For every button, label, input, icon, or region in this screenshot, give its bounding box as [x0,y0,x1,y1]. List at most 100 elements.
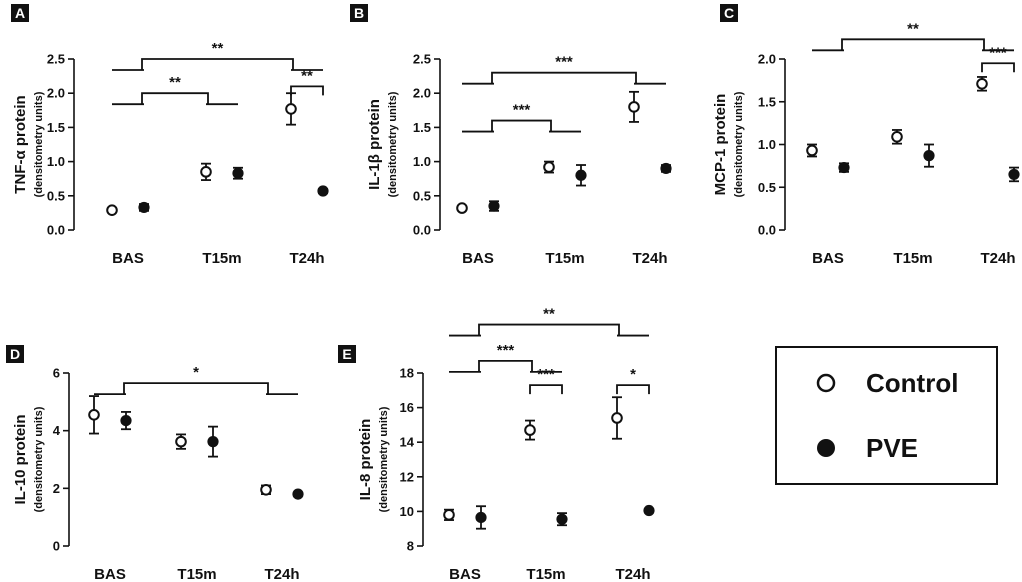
panel-label: B [354,5,364,21]
x-category-label: T15m [202,250,241,267]
pve-point [923,150,935,162]
x-category-label: T24h [289,250,324,267]
panel-label-box [350,4,368,22]
pve-point [120,414,132,427]
significance-label: ** [907,20,919,37]
sig-bracket [141,92,209,105]
significance-label: *** [537,366,555,383]
panel-c: C 0.0 0.5 1.0 1.5 2.0 MCP-1 protein (densitomet… [712,4,1020,267]
y-tick-label: 1.5 [413,120,431,135]
significance-label: * [630,366,636,383]
control-point [524,424,536,436]
y-tick-label: 2.0 [47,86,65,101]
pve-point [643,504,655,517]
sig-bracket [491,119,552,132]
y-tick-label: 16 [400,400,414,415]
panel-label-box [11,4,29,22]
control-point [88,409,100,421]
x-category-label: T24h [632,250,667,267]
legend-frame [775,346,998,485]
panel-label: C [724,5,734,21]
x-category-label: BAS [449,566,481,582]
y-tick-label: 12 [400,469,414,484]
pve-point [1008,168,1020,181]
significance-label: ** [212,40,224,57]
y-tick-label: 2.5 [47,52,65,67]
x-category-label: T15m [545,250,584,267]
y-tick-label: 1.0 [413,154,431,169]
sig-bracket [491,71,637,84]
significance-label: ** [301,67,313,84]
x-category-label: BAS [112,250,144,267]
sig-bracket [529,384,563,395]
y-axis-label: TNF-α protein [12,95,29,193]
significance-label: ** [169,74,181,91]
control-point [106,204,118,216]
significance-label: *** [989,44,1007,61]
control-point [806,144,818,157]
pve-point [292,488,304,500]
control-point [611,412,623,424]
y-axis-label: IL-10 protein [12,414,29,504]
sig-bracket [123,382,269,395]
sig-bracket [478,359,533,372]
control-point [200,166,212,178]
control-point [543,161,555,173]
y-axis-sublabel: (densitometry units) [33,406,45,512]
y-tick-label: 0.5 [758,180,776,195]
sig-bracket [141,58,294,70]
y-tick-label: 2.0 [413,86,431,101]
sig-bracket [616,384,650,395]
y-axis-label: IL-1β protein [366,99,383,190]
y-tick-label: 4 [53,423,61,438]
y-tick-label: 0.5 [413,188,431,203]
y-tick-label: 0.0 [413,223,431,238]
y-tick-label: 1.0 [47,154,65,169]
x-category-label: T24h [615,566,650,582]
y-tick-label: 2 [53,481,60,496]
panel-label: A [15,5,25,21]
y-tick-label: 14 [400,435,415,450]
y-tick-label: 6 [53,366,60,381]
panel-label: E [342,346,351,362]
significance-label: ** [543,306,555,323]
legend-pve-label: PVE [866,433,918,463]
x-category-label: T15m [893,250,932,267]
x-category-label: BAS [812,250,844,267]
pve-point [207,436,219,448]
y-axis-sublabel: (densitometry units) [387,91,399,197]
y-tick-label: 2.0 [758,52,776,67]
y-tick-label: 18 [400,366,414,381]
control-point [456,202,468,214]
pve-point [475,511,487,524]
panel-a: A 0.0 0.5 1.0 1.5 2.0 2.5 TNF-α protein (densito… [11,4,329,267]
y-tick-label: 2.5 [413,52,431,67]
y-tick-label: 10 [400,504,414,519]
panel-b: B 0.0 0.5 1.0 1.5 2.0 2.5 IL-1β protein (densito… [350,4,672,267]
y-tick-label: 8 [407,539,414,554]
pve-point [660,162,672,175]
panel-label-box [720,4,738,22]
y-tick-label: 1.5 [758,94,776,109]
y-tick-label: 0 [53,539,60,554]
sig-bracket [478,323,620,336]
control-point [285,103,297,115]
y-tick-label: 0.0 [758,223,776,238]
panel-label-box [6,345,24,363]
significance-label: *** [497,342,515,359]
y-axis-sublabel: (densitometry units) [378,406,390,512]
y-tick-label: 0.5 [47,188,65,203]
panel-label: D [10,346,20,362]
panel-d: D 0 2 4 6 IL-10 protein (densitometry units) BA… [6,345,304,582]
y-axis-sublabel: (densitometry units) [733,91,745,197]
x-category-label: T15m [177,566,216,582]
pve-point [838,161,850,174]
legend: Control PVE [775,346,998,485]
legend-control-label: Control [866,368,958,398]
chart-panels: A 0.0 0.5 1.0 1.5 2.0 2.5 TNF-α protein (densito… [6,4,1020,582]
legend-pve-marker [817,439,835,457]
pve-point [575,169,587,181]
significance-label: * [193,364,199,381]
pve-point [488,200,500,212]
